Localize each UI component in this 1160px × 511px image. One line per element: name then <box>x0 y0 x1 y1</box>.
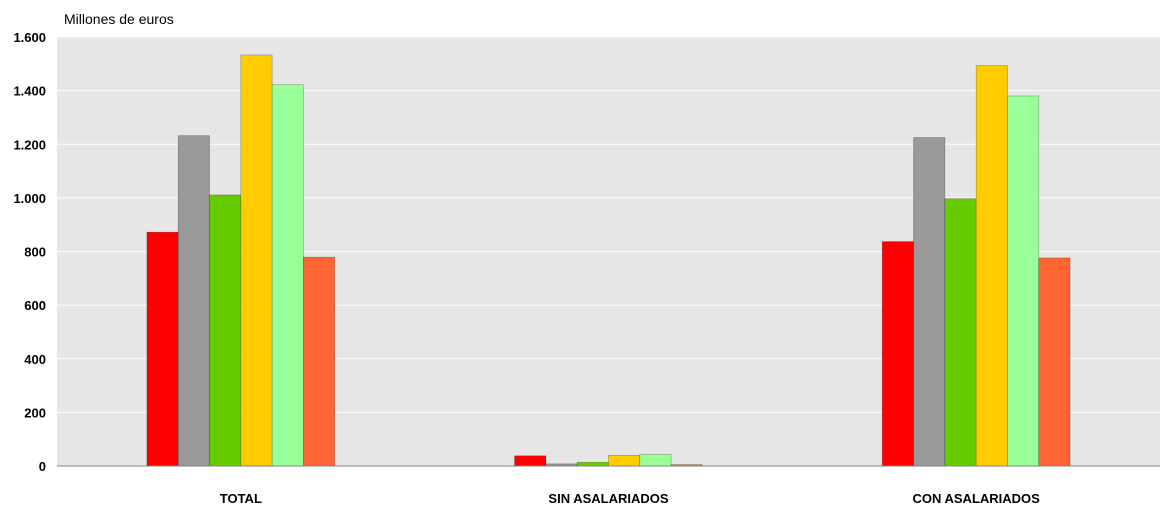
bars <box>146 54 1071 467</box>
x-category-label: TOTAL <box>220 491 262 506</box>
bar <box>1007 95 1040 467</box>
y-tick-label: 1.000 <box>13 191 46 206</box>
bar <box>881 241 914 467</box>
bar <box>146 231 179 467</box>
bar <box>514 455 547 467</box>
bar <box>240 54 273 467</box>
y-tick-labels: 0 200 400 600 800 1.000 1.200 1.400 1.600 <box>13 30 46 474</box>
bar <box>639 454 672 467</box>
y-tick-label: 400 <box>24 352 46 367</box>
y-tick-label: 600 <box>24 298 46 313</box>
bar <box>975 65 1008 467</box>
x-category-label: SIN ASALARIADOS <box>548 491 668 506</box>
y-axis-unit-label: Millones de euros <box>64 11 174 27</box>
bar <box>576 461 609 467</box>
bar <box>177 135 210 467</box>
bar <box>913 137 946 467</box>
bar <box>1038 257 1071 467</box>
y-tick-label: 800 <box>24 245 46 260</box>
y-tick-label: 0 <box>39 459 46 474</box>
y-tick-label: 200 <box>24 405 46 420</box>
bar <box>608 454 641 467</box>
x-category-labels: TOTAL SIN ASALARIADOS CON ASALARIADOS <box>220 491 1040 506</box>
bar <box>209 194 242 467</box>
bar <box>271 84 304 467</box>
x-category-label: CON ASALARIADOS <box>912 491 1040 506</box>
y-tick-label: 1.200 <box>13 137 46 152</box>
y-tick-label: 1.400 <box>13 84 46 99</box>
bar <box>944 198 977 467</box>
bar <box>303 256 336 467</box>
y-tick-label: 1.600 <box>13 30 46 45</box>
